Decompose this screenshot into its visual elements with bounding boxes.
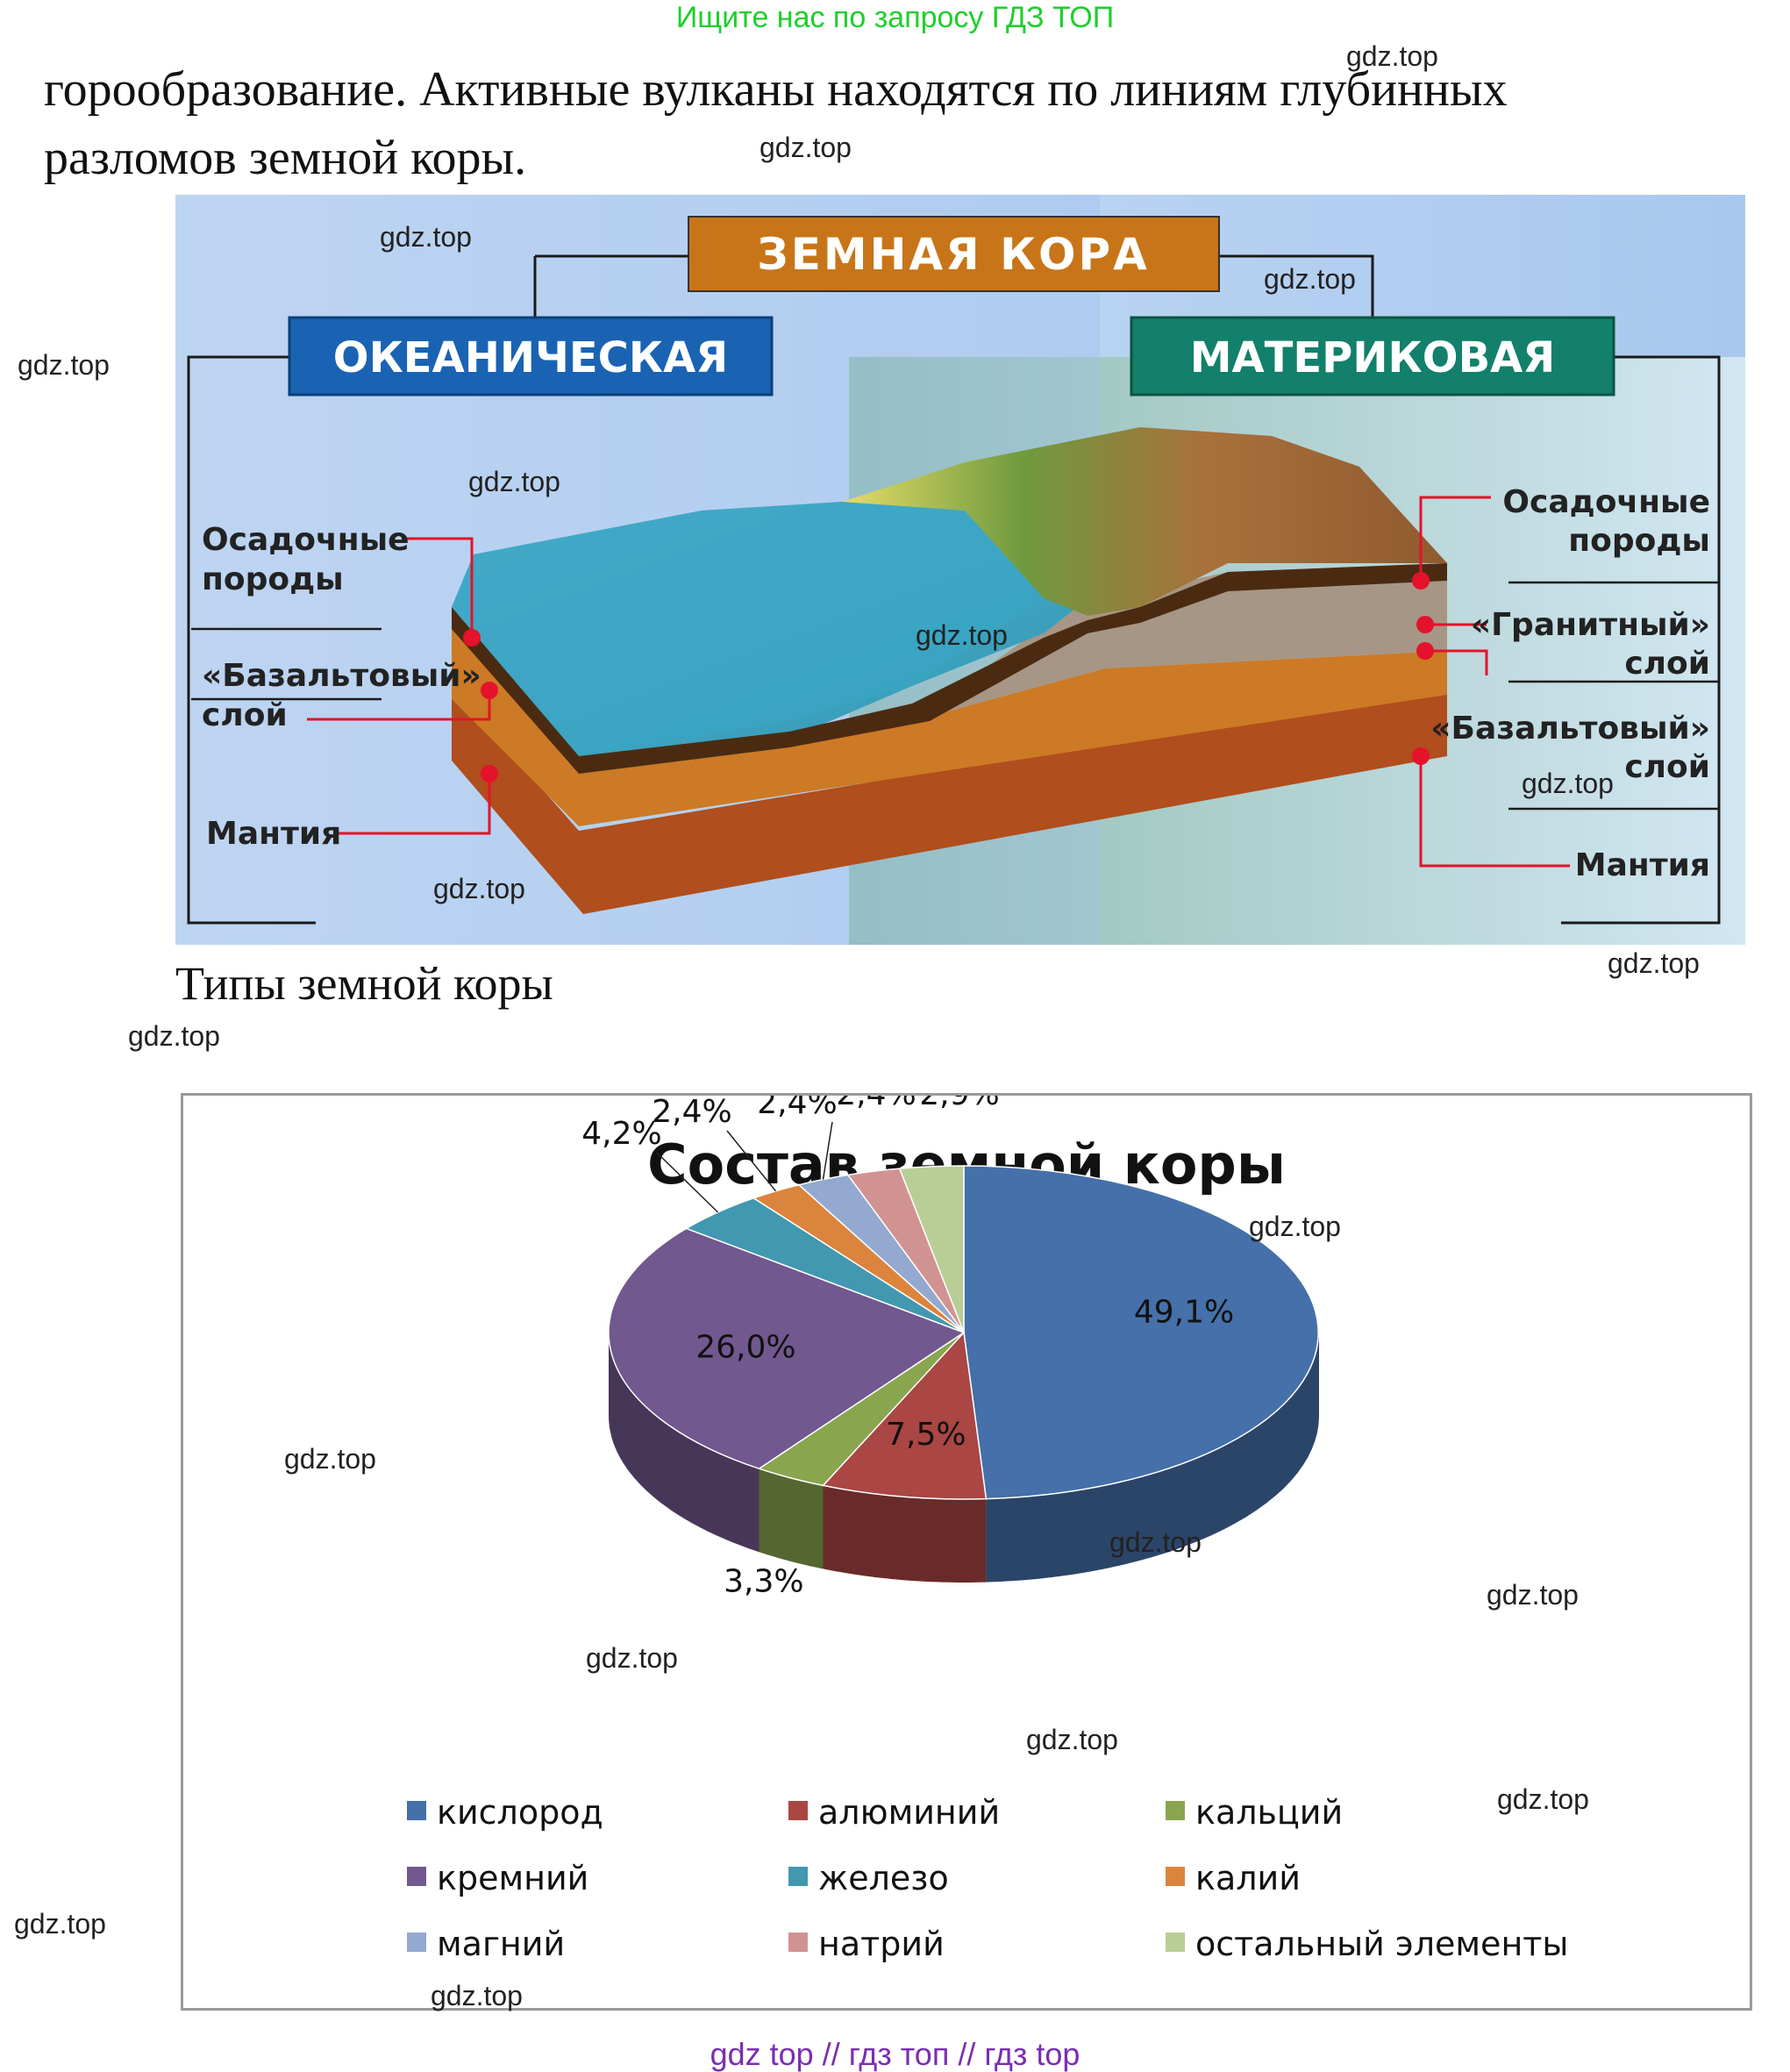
data-label: 7,5%: [886, 1417, 966, 1453]
legend-label: железо: [818, 1859, 949, 1897]
legend-label: остальный элементы: [1195, 1925, 1568, 1963]
watermark: gdz.top: [1608, 947, 1700, 979]
basalt-layer: [452, 625, 1447, 826]
continental-sediment-label-1: Осадочные: [1502, 484, 1710, 520]
legend-swatch: [407, 1801, 426, 1820]
watermark: gdz.top: [586, 1642, 678, 1674]
diagram-title: ЗЕМНАЯ КОРА: [757, 229, 1150, 280]
sediment-edge: [452, 563, 1447, 774]
watermark: gdz.top: [431, 1980, 523, 2011]
legend-swatch: [1166, 1933, 1185, 1952]
watermark: gdz.top: [1487, 1579, 1579, 1611]
continental-granite-label-1: «Гранитный»: [1471, 607, 1710, 643]
granite-layer: [912, 563, 1447, 721]
watermark: gdz.top: [1497, 1783, 1589, 1815]
data-label: 3,3%: [724, 1564, 803, 1600]
legend-label: кальций: [1195, 1793, 1343, 1832]
paragraph-line-1: горообразование. Активные вулканы находя…: [44, 62, 1508, 117]
paragraph-line-2: разломов земной коры.: [44, 131, 527, 185]
oceanic-sediment-label-2: породы: [202, 561, 344, 597]
pie-slice-side: [986, 1333, 1319, 1583]
data-label: 2,4%: [652, 1096, 731, 1130]
oceanic-box: [288, 316, 774, 397]
data-label: 2,4%: [836, 1096, 916, 1112]
continental-basalt-label-1: «Базальтовый»: [1430, 711, 1710, 747]
legend-label: калий: [1195, 1859, 1301, 1897]
label-leader-line: [822, 1121, 833, 1180]
title-box: [688, 216, 1220, 292]
legend-swatch: [788, 1867, 808, 1886]
data-label: 49,1%: [1134, 1294, 1234, 1330]
continental-mantle-label: Мантия: [1575, 847, 1710, 883]
search-hint-link[interactable]: Ищите нас по запросу ГДЗ ТОП: [675, 1, 1115, 34]
watermark: gdz.top: [380, 221, 472, 253]
legend-swatch: [788, 1801, 808, 1820]
chart-frame: Состав земной коры 49,1% 7,5% 3,3% 26,0% 4,2…: [181, 1093, 1752, 2011]
pie-slice: [898, 1165, 965, 1333]
legend-swatch: [407, 1933, 426, 1952]
oceanic-basalt-label-2: слой: [202, 697, 288, 733]
footer-links[interactable]: gdz top // гдз топ // гдз top: [710, 2036, 1080, 2072]
pie-slice-side: [823, 1485, 987, 1583]
legend-label: магний: [437, 1925, 565, 1963]
data-label: 4,2%: [581, 1116, 661, 1152]
continental-sediment-label-2: породы: [1568, 523, 1710, 559]
pie-slice-side: [759, 1468, 824, 1569]
legend-swatch: [1166, 1867, 1185, 1886]
legend-label: алюминий: [818, 1793, 1000, 1832]
watermark: gdz.top: [14, 1908, 106, 1940]
data-label: 2,9%: [919, 1096, 999, 1112]
label-leader-line: [656, 1152, 719, 1213]
legend-swatch: [788, 1933, 808, 1952]
watermark: gdz.top: [1522, 768, 1614, 799]
pie-chart: Состав земной коры 49,1%7,5%3,3%26,0%4,2…: [407, 1096, 1568, 1963]
watermark: gdz.top: [916, 619, 1008, 651]
continental-box: [1130, 316, 1615, 397]
oceanic-sediment-label-1: Осадочные: [202, 522, 410, 558]
legend-label: кислород: [437, 1793, 603, 1832]
oceanic-basalt-label-1: «Базальтовый»: [202, 658, 481, 694]
legend-label: кремний: [437, 1859, 588, 1897]
pie-slice-side: [609, 1333, 760, 1553]
label-leader-line: [726, 1130, 777, 1192]
pie-slice: [608, 1227, 966, 1470]
watermark: gdz.top: [1249, 1211, 1341, 1242]
earth-crust-diagram: ЗЕМНАЯ КОРА ОКЕАНИЧЕСКАЯ МАТЕРИКОВАЯ Оса…: [175, 195, 1745, 945]
mantle-layer: [452, 686, 1447, 914]
watermark: gdz.top: [1026, 1724, 1118, 1755]
watermark: gdz.top: [284, 1443, 376, 1475]
watermark: gdz.top: [468, 466, 560, 497]
watermark: gdz.top: [1346, 40, 1438, 72]
legend-swatch: [407, 1867, 426, 1886]
watermark: gdz.top: [1264, 263, 1356, 295]
pie-slice: [963, 1165, 1319, 1500]
diagram-caption: Типы земной коры: [175, 957, 553, 1010]
data-label: 2,4%: [757, 1096, 837, 1121]
oceanic-heading: ОКЕАНИЧЕСКАЯ: [333, 333, 728, 382]
land-surface: [842, 427, 1447, 616]
watermark: gdz.top: [760, 132, 852, 163]
watermark: gdz.top: [18, 349, 110, 381]
data-label: 26,0%: [695, 1330, 795, 1366]
watermark: gdz.top: [128, 1020, 220, 1052]
continental-basalt-label-2: слой: [1624, 749, 1710, 785]
oceanic-mantle-label: Мантия: [206, 816, 341, 852]
continental-granite-label-2: слой: [1624, 646, 1710, 682]
watermark: gdz.top: [433, 873, 525, 904]
continental-heading: МАТЕРИКОВАЯ: [1190, 333, 1556, 382]
legend-label: натрий: [818, 1925, 945, 1963]
pie-slice: [822, 1331, 988, 1500]
watermark: gdz.top: [1109, 1526, 1202, 1558]
legend-swatch: [1166, 1801, 1185, 1820]
ocean-water-top: [452, 502, 1044, 756]
